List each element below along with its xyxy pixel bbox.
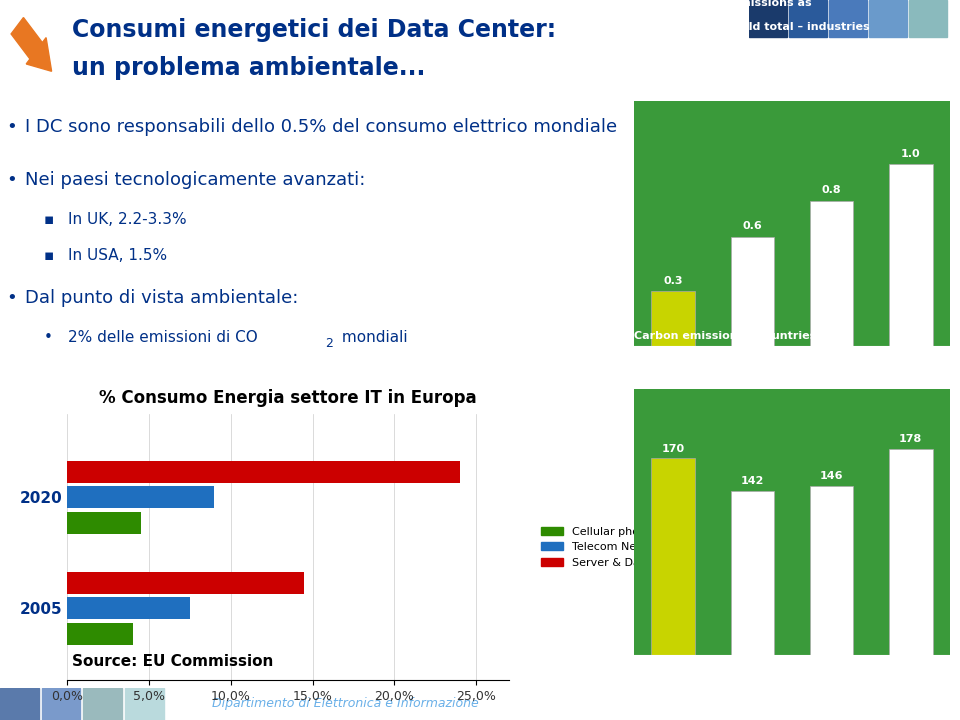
Text: Dipartimento di Elettronica e Informazione: Dipartimento di Elettronica e Informazio… <box>212 697 479 711</box>
Text: Dal punto di vista ambientale:: Dal punto di vista ambientale: <box>25 289 299 307</box>
Bar <box>731 237 774 346</box>
Text: 0.3: 0.3 <box>663 276 683 286</box>
Text: •: • <box>6 171 17 189</box>
Bar <box>652 291 695 346</box>
Bar <box>869 0 907 37</box>
Bar <box>829 0 867 37</box>
Text: ▪: ▪ <box>43 248 54 263</box>
Text: 146: 146 <box>820 472 843 482</box>
Bar <box>909 0 948 37</box>
Bar <box>749 0 787 37</box>
Text: 1.0: 1.0 <box>901 149 921 159</box>
Bar <box>67 572 304 594</box>
Bar <box>41 688 81 720</box>
Bar <box>789 0 827 37</box>
Title: % Consumo Energia settore IT in Europa: % Consumo Energia settore IT in Europa <box>99 389 477 407</box>
Text: Carbon emissions – countries: Carbon emissions – countries <box>634 331 816 341</box>
Text: •: • <box>43 330 52 345</box>
Bar <box>0 688 38 720</box>
Text: Consumi energetici dei Data Center:: Consumi energetici dei Data Center: <box>72 18 556 42</box>
Text: Source: EU Commission: Source: EU Commission <box>72 654 274 669</box>
Text: Nei paesi tecnologicamente avanzati:: Nei paesi tecnologicamente avanzati: <box>25 171 365 189</box>
Bar <box>67 461 460 483</box>
Bar <box>889 449 932 655</box>
Bar <box>652 459 695 655</box>
Text: mondiali: mondiali <box>338 330 408 345</box>
Text: 142: 142 <box>741 476 764 486</box>
Text: I DC sono responsabili dello 0.5% del consumo elettrico mondiale: I DC sono responsabili dello 0.5% del co… <box>25 118 617 136</box>
Bar <box>67 597 190 619</box>
Text: 2: 2 <box>325 337 333 350</box>
FancyArrow shape <box>12 17 52 71</box>
Text: •: • <box>6 289 17 307</box>
Bar <box>810 486 853 655</box>
Text: un problema ambientale...: un problema ambientale... <box>72 55 425 80</box>
Bar <box>731 491 774 655</box>
Bar <box>810 201 853 346</box>
Text: 2% delle emissioni di CO: 2% delle emissioni di CO <box>68 330 258 345</box>
Bar <box>67 512 141 534</box>
Bar <box>889 164 932 346</box>
Text: 170: 170 <box>661 444 684 454</box>
Text: Mt CO₂ p.a.: Mt CO₂ p.a. <box>634 358 688 367</box>
Text: Carbon dioxide emissions as: Carbon dioxide emissions as <box>634 0 811 8</box>
Bar <box>67 623 132 645</box>
Text: 178: 178 <box>900 434 923 444</box>
Text: POLITECNICO DI MILANO: POLITECNICO DI MILANO <box>672 696 883 711</box>
Text: 0.8: 0.8 <box>822 185 841 195</box>
Bar <box>67 486 214 508</box>
Text: Percent: Percent <box>634 47 670 57</box>
Legend: Cellular phone Network, Telecom Network, Server & Data Center: Cellular phone Network, Telecom Network,… <box>537 522 708 572</box>
Bar <box>84 688 122 720</box>
Bar <box>125 688 163 720</box>
Text: •: • <box>6 118 17 136</box>
Text: 0.6: 0.6 <box>742 221 762 231</box>
Text: In UK, 2.2-3.3%: In UK, 2.2-3.3% <box>68 212 187 228</box>
Text: In USA, 1.5%: In USA, 1.5% <box>68 248 167 263</box>
Text: percentage of world total – industries: percentage of world total – industries <box>634 22 869 32</box>
Text: ▪: ▪ <box>43 212 54 228</box>
